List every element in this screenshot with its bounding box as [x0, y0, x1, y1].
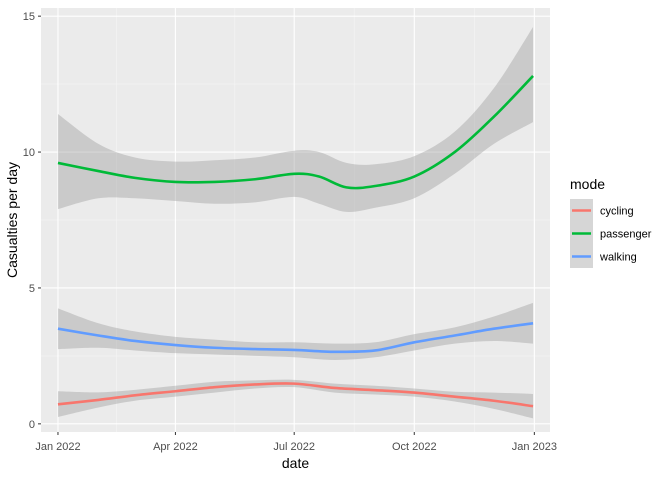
legend: mode cycling passenger walking: [570, 176, 652, 268]
series-lines: [57, 75, 534, 408]
x-tick-label: Jan 2023: [512, 441, 557, 453]
legend-label-cycling: cycling: [600, 206, 634, 218]
y-tick-label: 10: [23, 147, 35, 159]
x-tick-label: Jan 2022: [35, 441, 80, 453]
legend-label-passenger: passenger: [600, 229, 652, 241]
ribbon-passenger: [57, 27, 534, 212]
x-axis-title: date: [282, 455, 309, 471]
minor-gridlines: [41, 8, 550, 432]
x-axis: Jan 2022 Apr 2022 Jul 2022 Oct 2022 Jan 2023: [35, 432, 557, 453]
y-tick-label: 0: [29, 419, 35, 431]
y-axis: 0 5 10 15: [23, 11, 41, 431]
x-tick-label: Jul 2022: [273, 441, 315, 453]
y-tick-label: 15: [23, 11, 35, 23]
legend-label-walking: walking: [599, 252, 637, 264]
y-axis-title: Casualties per day: [4, 162, 20, 278]
major-gridlines: [41, 8, 550, 432]
x-tick-label: Apr 2022: [153, 441, 198, 453]
ribbon-cycling: [57, 379, 534, 419]
x-tick-label: Oct 2022: [392, 441, 437, 453]
series-line-passenger: [57, 75, 534, 190]
y-tick-label: 5: [29, 283, 35, 295]
legend-title: mode: [570, 176, 605, 192]
series-line-cycling: [57, 382, 534, 408]
series-line-walking: [57, 321, 534, 354]
